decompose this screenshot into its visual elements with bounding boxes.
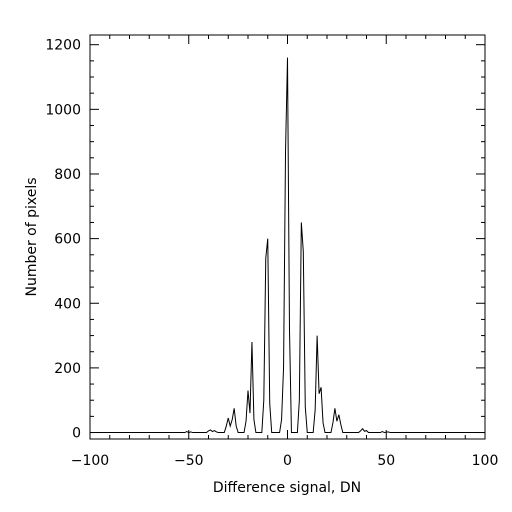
y-axis-title: Number of pixels xyxy=(24,177,40,296)
axis-ticks xyxy=(89,35,486,439)
x-tick-label: 0 xyxy=(283,453,292,469)
y-tick-label: 1200 xyxy=(45,38,81,54)
x-tick-label: −100 xyxy=(71,453,109,469)
x-axis-title: Difference signal, DN xyxy=(213,480,361,496)
y-tick-label: 800 xyxy=(54,167,81,183)
x-tick-label: −50 xyxy=(174,453,204,469)
x-tick-label: 100 xyxy=(472,453,499,469)
y-tick-label: 1000 xyxy=(45,102,81,118)
series-line xyxy=(90,57,485,434)
y-tick-label: 400 xyxy=(54,296,81,312)
series-group xyxy=(90,57,485,434)
y-tick-label: 600 xyxy=(54,232,81,248)
y-tick-label: 200 xyxy=(54,361,81,377)
x-tick-label: 50 xyxy=(377,453,395,469)
y-tick-label: 0 xyxy=(72,426,81,442)
